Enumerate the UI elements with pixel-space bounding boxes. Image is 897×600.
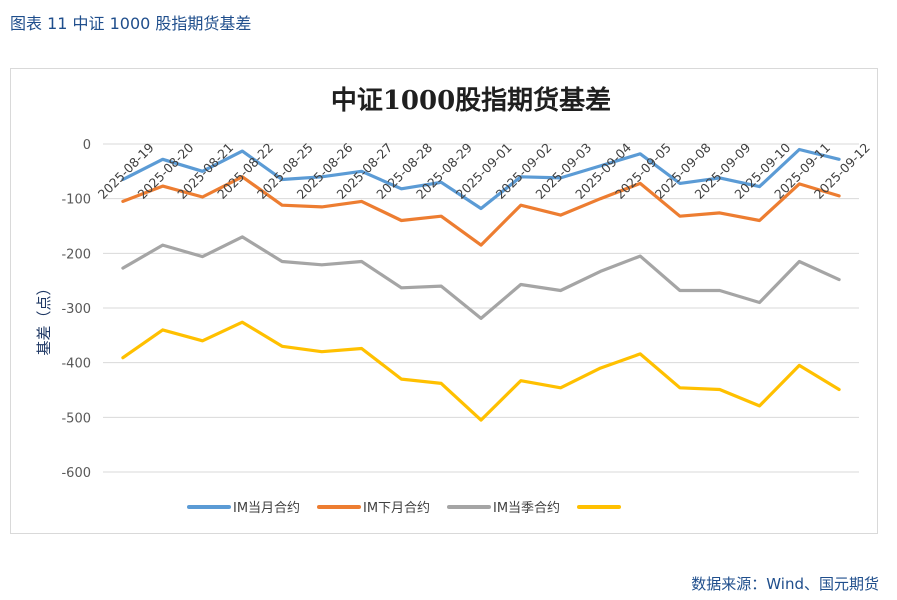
y-tick-label: 0 [83, 138, 91, 153]
y-tick-label: -400 [61, 357, 91, 372]
chart-title: 中证1000股指期货基差 [331, 85, 611, 116]
series-line [121, 235, 841, 320]
legend-label: IM下月合约 [363, 501, 430, 516]
y-tick-label: -200 [61, 247, 91, 262]
figure-caption: 图表 11 中证 1000 股指期货基差 [10, 14, 252, 33]
series-line [121, 175, 841, 247]
y-tick-label: -100 [61, 193, 91, 208]
legend-label: IM当月合约 [233, 501, 300, 516]
basis-line-chart: 中证1000股指期货基差 0 -100 -200 -300 -400 -500 -600 基差（… [35, 85, 873, 516]
source-note: 数据来源：Wind、国元期货 [691, 575, 879, 593]
y-tick-label: -600 [61, 466, 91, 481]
series-line [121, 320, 841, 422]
chart-frame: 中证1000股指期货基差 0 -100 -200 -300 -400 -500 -600 基差（… [10, 68, 878, 534]
y-tick-label: -500 [61, 411, 91, 426]
y-axis-label: 基差（点） [35, 280, 53, 355]
series-line [121, 147, 841, 211]
legend-label: IM当季合约 [493, 501, 560, 516]
y-tick-label: -300 [61, 302, 91, 317]
